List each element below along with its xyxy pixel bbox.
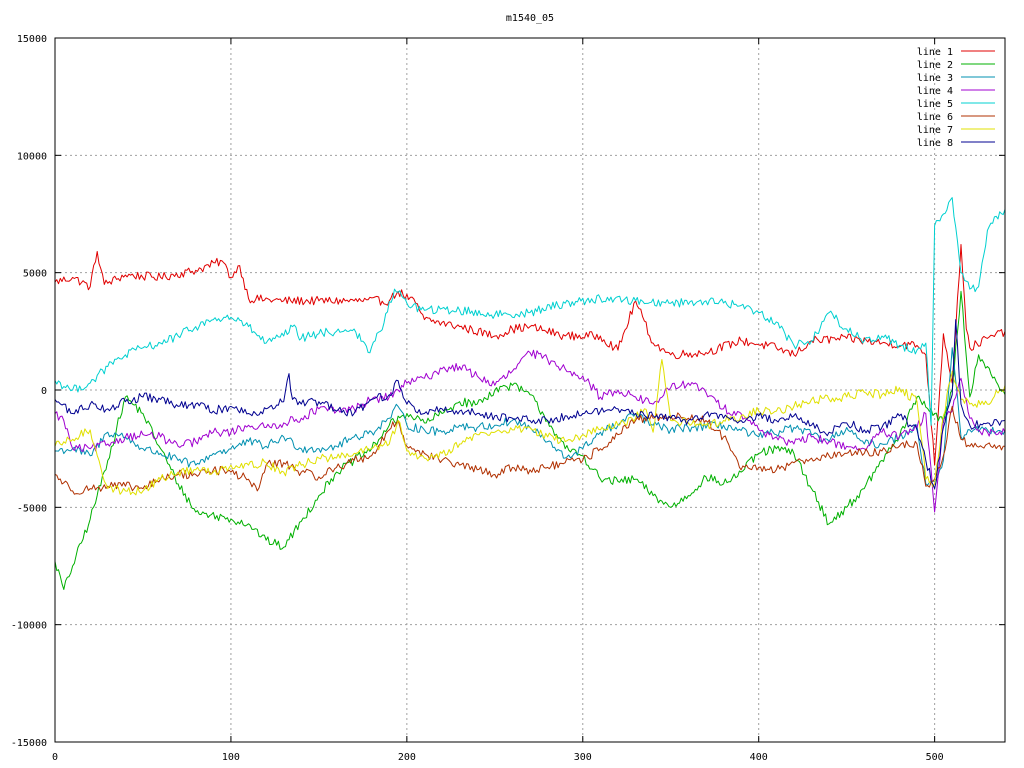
- x-tick-label: 300: [574, 752, 592, 763]
- legend-label: line 4: [917, 86, 953, 97]
- x-tick-label: 400: [750, 752, 768, 763]
- x-tick-label: 100: [222, 752, 240, 763]
- legend: line 1 line 2 line 3 line 4 line 5 line 6 line…: [917, 47, 995, 149]
- x-tick-label: 500: [926, 752, 944, 763]
- legend-label: line 5: [917, 99, 953, 110]
- axes: -15000 -10000 -5000 0 5000 10000 15000 0 100 200 3…: [11, 34, 1005, 763]
- y-tick-label: -5000: [17, 503, 47, 514]
- series-line-2: [54, 290, 1006, 590]
- series-line-6: [54, 405, 1005, 495]
- series-line-1: [54, 244, 1006, 466]
- y-tick-label: 5000: [23, 269, 47, 280]
- series-line-4: [54, 349, 1006, 513]
- series-lines: [54, 197, 1006, 590]
- y-tick-label: -10000: [11, 621, 47, 632]
- y-tick-label: 15000: [17, 34, 47, 45]
- x-tick-label: 200: [398, 752, 416, 763]
- y-tick-label: 0: [41, 386, 47, 397]
- legend-label: line 3: [917, 73, 953, 84]
- legend-label: line 6: [917, 112, 953, 123]
- chart-title: m1540_05: [506, 13, 554, 24]
- series-line-7: [54, 359, 1006, 496]
- legend-label: line 7: [917, 125, 953, 136]
- series-line-5: [54, 197, 1006, 426]
- series-line-3: [55, 347, 1006, 486]
- legend-label: line 2: [917, 60, 953, 71]
- y-tick-label: -15000: [11, 738, 47, 749]
- y-tick-label: 10000: [17, 151, 47, 162]
- x-tick-label: 0: [52, 752, 58, 763]
- legend-label: line 1: [917, 47, 953, 58]
- legend-label: line 8: [917, 138, 953, 149]
- series-line-8: [54, 319, 1006, 490]
